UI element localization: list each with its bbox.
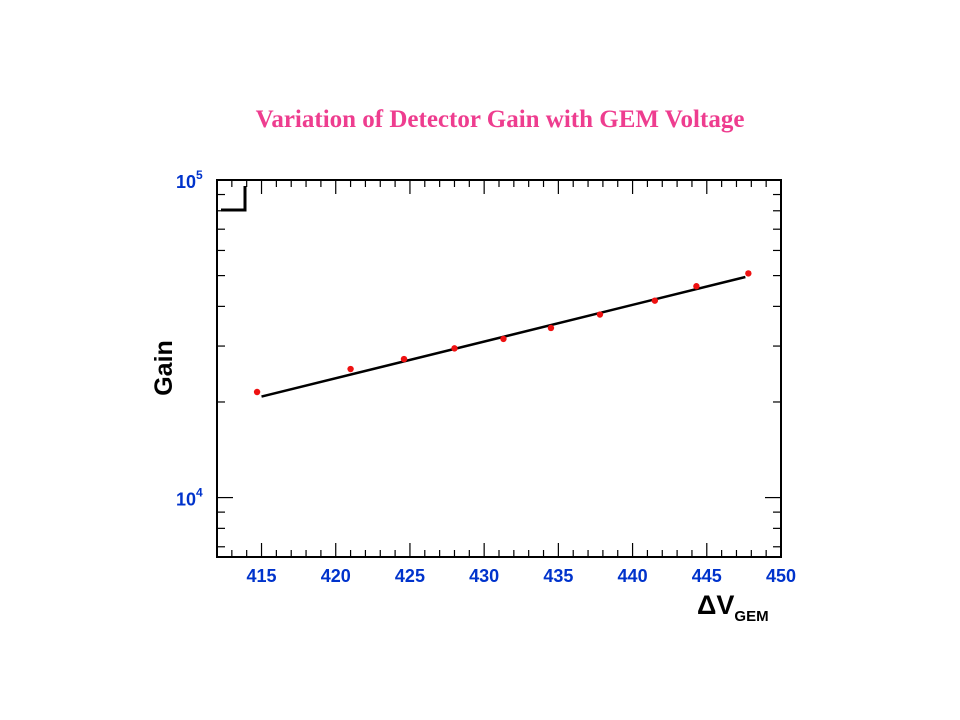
x-tick-labels: 415 420 425 430 435 440 445 450 (247, 566, 797, 586)
minor-ticks (216, 180, 781, 557)
stat-box-marker (221, 186, 247, 212)
data-points (253, 270, 752, 396)
data-point (400, 355, 408, 363)
x-tick-label: 450 (766, 566, 796, 586)
x-tick-label: 425 (395, 566, 425, 586)
y-tick-label: 104 (176, 486, 203, 510)
plot-frame (216, 179, 782, 558)
x-tick-label: 440 (618, 566, 648, 586)
x-axis-label: ΔVGEM (697, 590, 769, 625)
data-point (347, 365, 354, 373)
y-tick-exponent: 5 (196, 168, 203, 182)
data-point (745, 270, 752, 277)
y-tick-labels: 104 105 (176, 168, 203, 510)
data-point (253, 388, 261, 396)
data-point (451, 345, 458, 352)
data-point (693, 283, 700, 290)
y-tick-exponent: 4 (196, 486, 203, 500)
x-tick-label: 435 (543, 566, 573, 586)
chart-title: Variation of Detector Gain with GEM Volt… (255, 106, 745, 133)
y-tick-label: 105 (176, 168, 203, 192)
x-tick-label: 415 (247, 566, 277, 586)
data-point (547, 324, 555, 332)
data-point (651, 297, 659, 304)
major-ticks (217, 179, 782, 557)
x-tick-label: 430 (469, 566, 499, 586)
x-axis-label-subscript: GEM (734, 608, 768, 625)
x-tick-label: 420 (321, 566, 351, 586)
data-point (596, 311, 604, 318)
x-tick-label: 445 (692, 566, 722, 586)
data-point (500, 335, 507, 343)
y-axis-label: Gain (150, 340, 178, 396)
